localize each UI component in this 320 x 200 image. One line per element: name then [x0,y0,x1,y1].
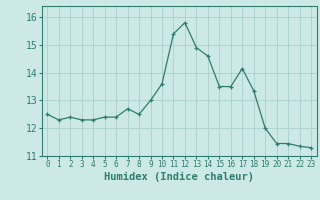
X-axis label: Humidex (Indice chaleur): Humidex (Indice chaleur) [104,172,254,182]
